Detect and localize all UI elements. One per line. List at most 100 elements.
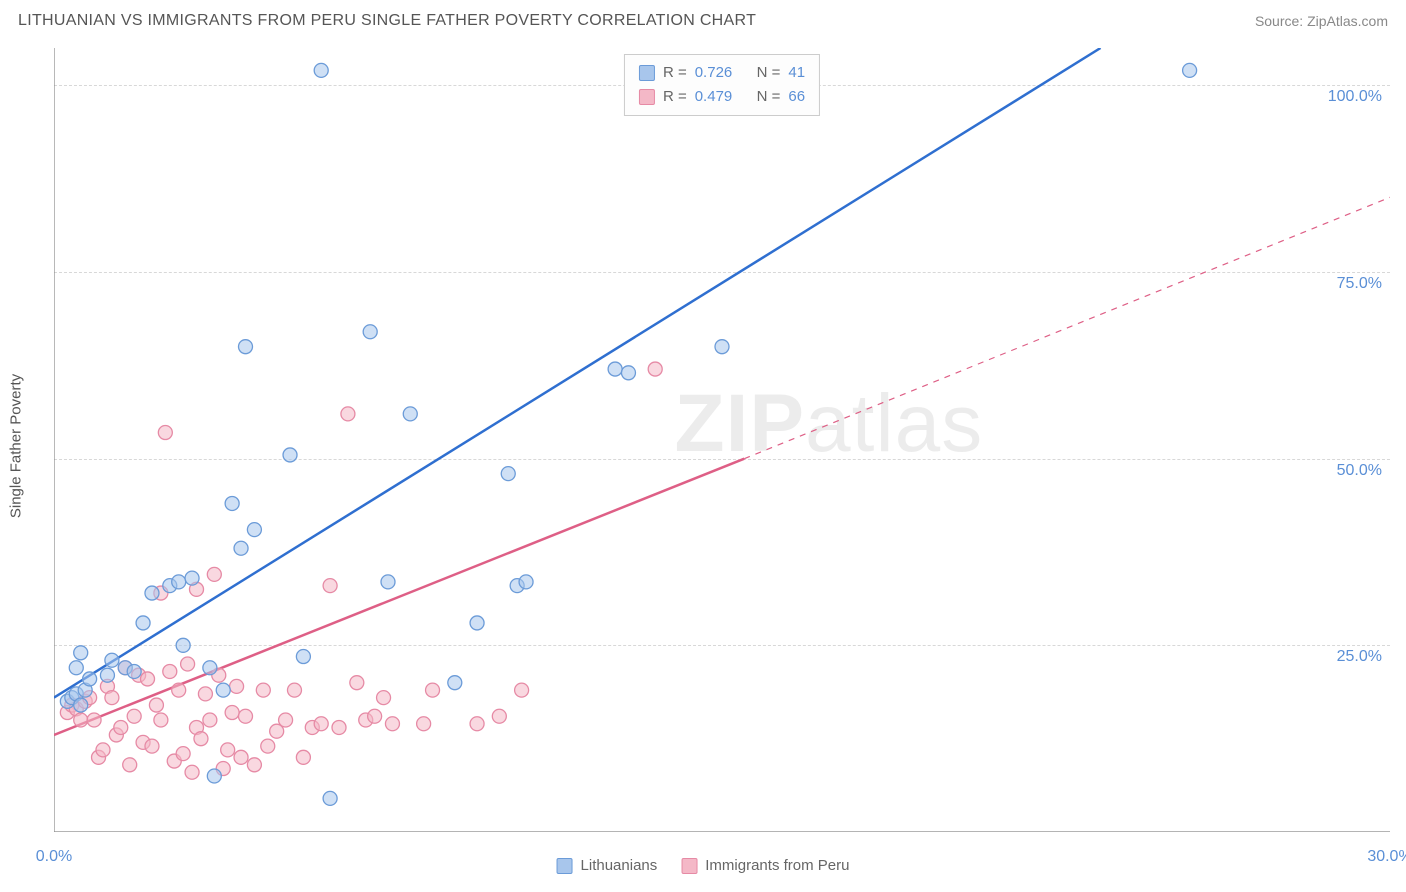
r-label: R =	[663, 61, 687, 85]
legend-label-lithuanians: Lithuanians	[581, 857, 658, 874]
data-point	[198, 687, 212, 701]
data-point	[225, 496, 239, 510]
data-point	[234, 750, 248, 764]
header: LITHUANIAN VS IMMIGRANTS FROM PERU SINGL…	[18, 12, 1388, 30]
r-value-peru: 0.479	[695, 85, 733, 109]
data-point	[149, 698, 163, 712]
data-point	[194, 732, 208, 746]
data-point	[1183, 63, 1197, 77]
r-label: R =	[663, 85, 687, 109]
legend-item-peru: Immigrants from Peru	[681, 857, 849, 874]
data-point	[127, 664, 141, 678]
data-point	[100, 668, 114, 682]
data-point	[105, 653, 119, 667]
chart-title: LITHUANIAN VS IMMIGRANTS FROM PERU SINGL…	[18, 12, 756, 30]
swatch-peru-icon	[681, 858, 697, 874]
data-point	[74, 713, 88, 727]
data-point	[492, 709, 506, 723]
data-point	[501, 467, 515, 481]
legend-row-lithuanians: R = 0.726 N = 41	[639, 61, 805, 85]
data-point	[608, 362, 622, 376]
data-point	[238, 340, 252, 354]
n-label: N =	[757, 61, 781, 85]
data-point	[69, 661, 83, 675]
data-point	[163, 664, 177, 678]
data-point	[283, 448, 297, 462]
data-point	[141, 672, 155, 686]
data-point	[323, 579, 337, 593]
data-point	[247, 758, 261, 772]
data-point	[715, 340, 729, 354]
data-point	[172, 575, 186, 589]
data-point	[377, 691, 391, 705]
data-point	[185, 765, 199, 779]
x-tick-label: 30.0%	[1367, 848, 1406, 866]
data-point	[127, 709, 141, 723]
data-point	[261, 739, 275, 753]
y-axis-label: Single Father Poverty	[8, 374, 25, 518]
correlation-legend: R = 0.726 N = 41 R = 0.479 N = 66	[624, 54, 820, 116]
swatch-lithuanians-icon	[557, 858, 573, 874]
data-point	[381, 575, 395, 589]
data-point	[368, 709, 382, 723]
data-point	[279, 713, 293, 727]
n-value-peru: 66	[788, 85, 805, 109]
data-point	[203, 713, 217, 727]
legend-row-peru: R = 0.479 N = 66	[639, 85, 805, 109]
series-legend: Lithuanians Immigrants from Peru	[557, 857, 850, 874]
legend-item-lithuanians: Lithuanians	[557, 857, 658, 874]
data-point	[203, 661, 217, 675]
data-point	[621, 366, 635, 380]
data-point	[230, 679, 244, 693]
legend-label-peru: Immigrants from Peru	[705, 857, 849, 874]
data-point	[417, 717, 431, 731]
data-point	[96, 743, 110, 757]
data-point	[519, 575, 533, 589]
data-point	[296, 750, 310, 764]
data-point	[350, 676, 364, 690]
data-point	[172, 683, 186, 697]
source-label: Source: ZipAtlas.com	[1255, 13, 1388, 29]
swatch-peru	[639, 89, 655, 105]
data-point	[176, 638, 190, 652]
data-point	[323, 791, 337, 805]
n-value-lithuanians: 41	[788, 61, 805, 85]
data-point	[136, 616, 150, 630]
data-point	[470, 616, 484, 630]
data-point	[341, 407, 355, 421]
data-point	[158, 426, 172, 440]
data-point	[145, 739, 159, 753]
data-point	[238, 709, 252, 723]
data-point	[154, 713, 168, 727]
data-point	[287, 683, 301, 697]
data-point	[225, 706, 239, 720]
x-tick-label: 0.0%	[36, 848, 72, 866]
data-point	[332, 720, 346, 734]
plot-area: ZIPatlas R = 0.726 N = 41 R = 0.479 N = …	[54, 48, 1390, 832]
data-point	[403, 407, 417, 421]
data-point	[145, 586, 159, 600]
r-value-lithuanians: 0.726	[695, 61, 733, 85]
data-point	[221, 743, 235, 757]
data-point	[363, 325, 377, 339]
data-point	[256, 683, 270, 697]
data-point	[185, 571, 199, 585]
data-point	[216, 683, 230, 697]
data-point	[470, 717, 484, 731]
data-point	[83, 672, 97, 686]
data-point	[87, 713, 101, 727]
data-point	[648, 362, 662, 376]
data-point	[114, 720, 128, 734]
data-point	[426, 683, 440, 697]
data-point	[314, 717, 328, 731]
data-point	[123, 758, 137, 772]
data-point	[234, 541, 248, 555]
chart-container: LITHUANIAN VS IMMIGRANTS FROM PERU SINGL…	[0, 0, 1406, 892]
data-point	[176, 747, 190, 761]
data-point	[181, 657, 195, 671]
data-point	[105, 691, 119, 705]
data-point	[448, 676, 462, 690]
data-point	[515, 683, 529, 697]
data-point	[207, 769, 221, 783]
scatter-svg	[54, 48, 1390, 832]
